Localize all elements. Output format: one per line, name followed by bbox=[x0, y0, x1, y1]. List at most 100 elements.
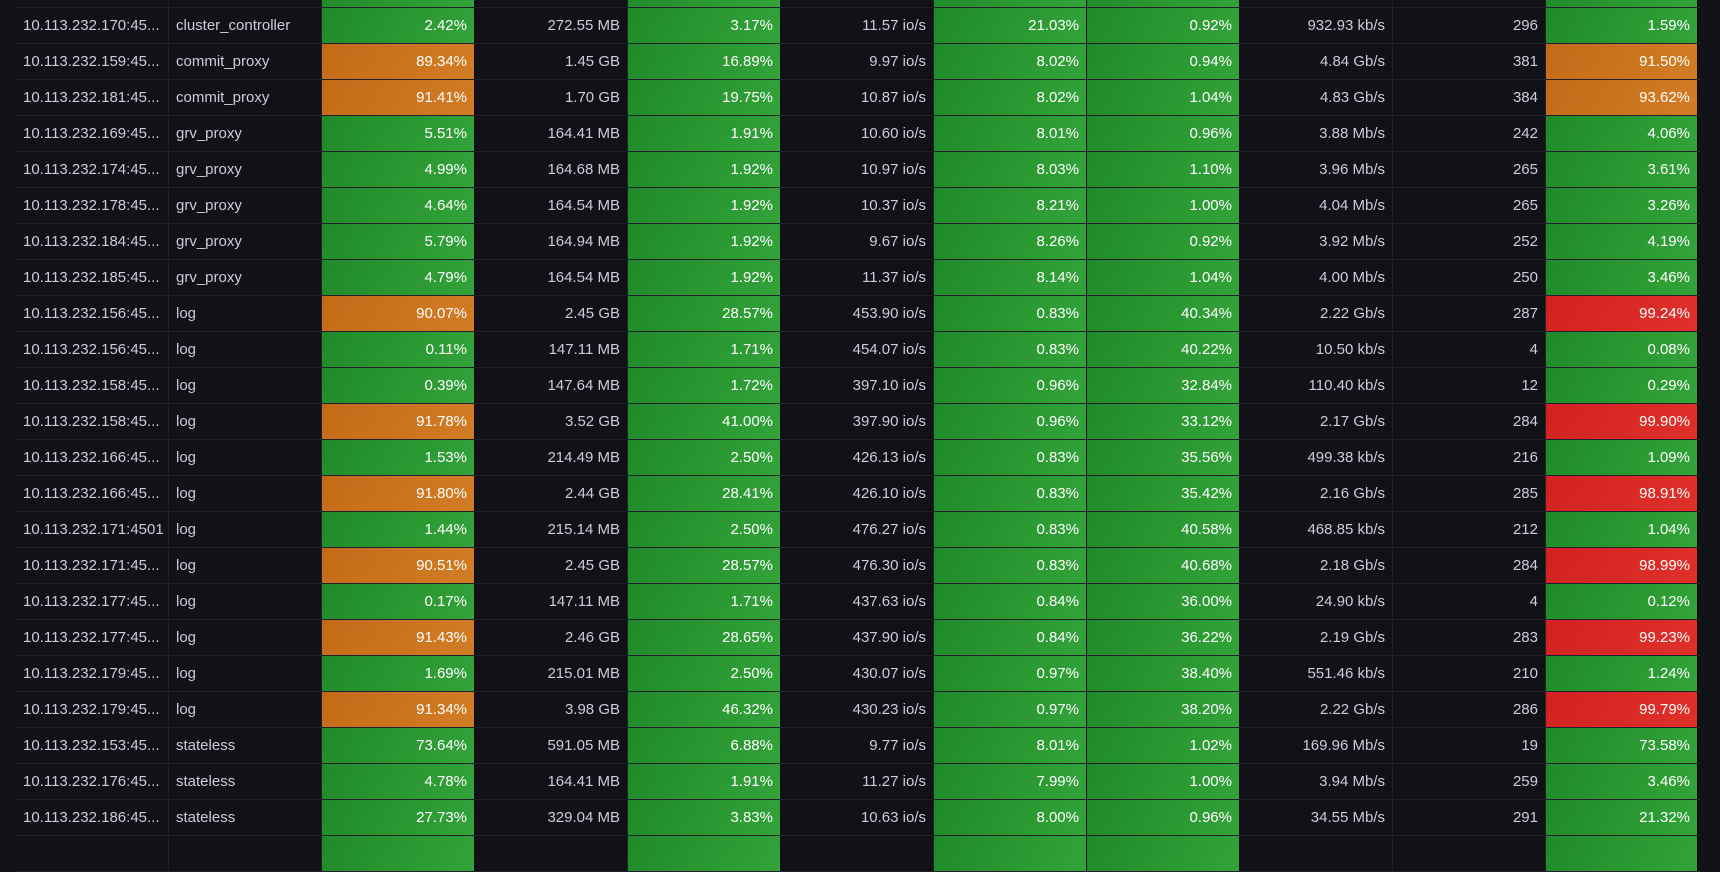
cell-network: 2.22 Gb/s bbox=[1240, 296, 1393, 331]
cell-disk-used: 32.84% bbox=[1087, 368, 1240, 403]
cell-cpu: 4.78% bbox=[322, 764, 475, 799]
table-row[interactable]: 10.113.232.177:45... log 0.17% 147.11 MB 1.7… bbox=[16, 584, 1701, 620]
cell-network: 4.00 Mb/s bbox=[1240, 260, 1393, 295]
cell-memory-pct: 1.92% bbox=[628, 152, 781, 187]
cell-memory: 164.68 MB bbox=[475, 152, 628, 187]
cell-memory: 1.45 GB bbox=[475, 44, 628, 79]
cell-memory bbox=[475, 836, 628, 871]
cell-disk-used: 40.68% bbox=[1087, 548, 1240, 583]
cell-disk-io: 453.90 io/s bbox=[781, 296, 934, 331]
cell-network: 2.22 Gb/s bbox=[1240, 692, 1393, 727]
table-row[interactable]: 10.113.232.179:45... log 91.34% 3.98 GB 46.3… bbox=[16, 692, 1701, 728]
cell-role: log bbox=[169, 332, 322, 367]
table-row[interactable]: 10.113.232.156:45... log 0.11% 147.11 MB 1.7… bbox=[16, 332, 1701, 368]
cell-memory: 215.14 MB bbox=[475, 512, 628, 547]
cell-main-thread bbox=[1546, 836, 1698, 871]
cell-cpu: 1.69% bbox=[322, 656, 475, 691]
cell-connections: 381 bbox=[1393, 44, 1546, 79]
table-row[interactable]: 10.113.232.159:45... commit_proxy 89.34% 1.… bbox=[16, 44, 1701, 80]
table-row[interactable]: 10.113.232.177:45... log 91.43% 2.46 GB 28.6… bbox=[16, 620, 1701, 656]
cell-disk-io: 397.10 io/s bbox=[781, 368, 934, 403]
cell-memory-pct: 3.17% bbox=[628, 8, 781, 43]
cell-role: commit_proxy bbox=[169, 80, 322, 115]
table-row[interactable]: 10.113.232.158:45... log 91.78% 3.52 GB 41.0… bbox=[16, 404, 1701, 440]
table-row[interactable]: 10.113.232.158:45... log 0.39% 147.64 MB 1.7… bbox=[16, 368, 1701, 404]
cell-disk-io: 426.13 io/s bbox=[781, 440, 934, 475]
cell-disk-used: 1.00% bbox=[1087, 188, 1240, 223]
table-row[interactable]: 10.113.232.174:45... grv_proxy 4.99% 164.68… bbox=[16, 152, 1701, 188]
cell-disk-io: 430.07 io/s bbox=[781, 656, 934, 691]
cell-network: 4.84 Gb/s bbox=[1240, 44, 1393, 79]
cell-main-thread: 0.08% bbox=[1546, 332, 1698, 367]
cell-connections: 296 bbox=[1393, 8, 1546, 43]
cell-disk-io: 10.37 io/s bbox=[781, 188, 934, 223]
cell-main-thread: 4.19% bbox=[1546, 224, 1698, 259]
cell-cpu: 27.73% bbox=[322, 800, 475, 835]
cell-disk-used: 1.04% bbox=[1087, 80, 1240, 115]
cell-memory-pct: 28.57% bbox=[628, 548, 781, 583]
cell-network: 2.17 Gb/s bbox=[1240, 404, 1393, 439]
cell-main-thread: 99.23% bbox=[1546, 620, 1698, 655]
cell-memory: 214.49 MB bbox=[475, 440, 628, 475]
table-row[interactable]: 10.113.232.184:45... grv_proxy 5.79% 164.94… bbox=[16, 224, 1701, 260]
table-row[interactable]: 10.113.232.171:45... log 90.51% 2.45 GB 28.5… bbox=[16, 548, 1701, 584]
table-row[interactable]: 10.113.232.166:45... log 91.80% 2.44 GB 28.4… bbox=[16, 476, 1701, 512]
cell-role: log bbox=[169, 440, 322, 475]
cell-network: 24.90 kb/s bbox=[1240, 584, 1393, 619]
cell-connections: 212 bbox=[1393, 512, 1546, 547]
cell-address: 10.113.232.169:45... bbox=[16, 116, 169, 151]
table-row[interactable]: 10.113.232.185:45... grv_proxy 4.79% 164.54… bbox=[16, 260, 1701, 296]
table-row[interactable]: 10.113.232.169:45... grv_proxy 5.51% 164.41… bbox=[16, 116, 1701, 152]
cell-disk-busy: 0.83% bbox=[934, 476, 1087, 511]
cell-network: 3.88 Mb/s bbox=[1240, 116, 1393, 151]
cell-cpu: 0.11% bbox=[322, 332, 475, 367]
cell-connections: 250 bbox=[1393, 260, 1546, 295]
table-row[interactable]: 10.113.232.170:45... cluster_controller 2.… bbox=[16, 8, 1701, 44]
table-row[interactable]: 10.113.232.176:45... stateless 4.78% 164.41… bbox=[16, 764, 1701, 800]
cell-address: 10.113.232.176:45... bbox=[16, 764, 169, 799]
table-row[interactable] bbox=[16, 0, 1701, 8]
cell-cpu: 91.80% bbox=[322, 476, 475, 511]
cell-disk-busy: 8.01% bbox=[934, 116, 1087, 151]
cell-disk-used: 0.94% bbox=[1087, 44, 1240, 79]
cell-address: 10.113.232.177:45... bbox=[16, 620, 169, 655]
cell-connections: 259 bbox=[1393, 764, 1546, 799]
table-row[interactable]: 10.113.232.178:45... grv_proxy 4.64% 164.54… bbox=[16, 188, 1701, 224]
cell-connections: 4 bbox=[1393, 332, 1546, 367]
table-row[interactable]: 10.113.232.179:45... log 1.69% 215.01 MB 2.5… bbox=[16, 656, 1701, 692]
table-row[interactable]: 10.113.232.153:45... stateless 73.64% 591.0… bbox=[16, 728, 1701, 764]
cell-disk-busy bbox=[934, 0, 1087, 7]
cell-disk-busy: 0.83% bbox=[934, 440, 1087, 475]
cell-main-thread: 73.58% bbox=[1546, 728, 1698, 763]
cell-cpu: 0.39% bbox=[322, 368, 475, 403]
table-row[interactable] bbox=[16, 836, 1701, 872]
cell-role: grv_proxy bbox=[169, 224, 322, 259]
cell-role: log bbox=[169, 692, 322, 727]
cell-disk-busy: 8.02% bbox=[934, 80, 1087, 115]
cell-main-thread: 3.61% bbox=[1546, 152, 1698, 187]
table-row[interactable]: 10.113.232.181:45... commit_proxy 91.41% 1.… bbox=[16, 80, 1701, 116]
cell-address bbox=[16, 836, 169, 871]
cell-network: 34.55 Mb/s bbox=[1240, 800, 1393, 835]
table-row[interactable]: 10.113.232.171:4501 log 1.44% 215.14 MB 2.50… bbox=[16, 512, 1701, 548]
cell-memory: 147.11 MB bbox=[475, 584, 628, 619]
cell-main-thread: 1.59% bbox=[1546, 8, 1698, 43]
cell-network: 499.38 kb/s bbox=[1240, 440, 1393, 475]
cell-main-thread: 3.46% bbox=[1546, 764, 1698, 799]
cell-disk-io: 454.07 io/s bbox=[781, 332, 934, 367]
cell-connections: 242 bbox=[1393, 116, 1546, 151]
cell-connections: 252 bbox=[1393, 224, 1546, 259]
cell-disk-io: 9.67 io/s bbox=[781, 224, 934, 259]
cell-cpu: 90.51% bbox=[322, 548, 475, 583]
table-row[interactable]: 10.113.232.186:45... stateless 27.73% 329.0… bbox=[16, 800, 1701, 836]
cell-address: 10.113.232.158:45... bbox=[16, 404, 169, 439]
cell-memory-pct: 2.50% bbox=[628, 440, 781, 475]
cell-address: 10.113.232.185:45... bbox=[16, 260, 169, 295]
cell-network bbox=[1240, 0, 1393, 7]
cell-network: 468.85 kb/s bbox=[1240, 512, 1393, 547]
cell-disk-busy: 0.83% bbox=[934, 332, 1087, 367]
cell-disk-busy: 8.01% bbox=[934, 728, 1087, 763]
table-row[interactable]: 10.113.232.156:45... log 90.07% 2.45 GB 28.5… bbox=[16, 296, 1701, 332]
cell-disk-io: 426.10 io/s bbox=[781, 476, 934, 511]
table-row[interactable]: 10.113.232.166:45... log 1.53% 214.49 MB 2.5… bbox=[16, 440, 1701, 476]
